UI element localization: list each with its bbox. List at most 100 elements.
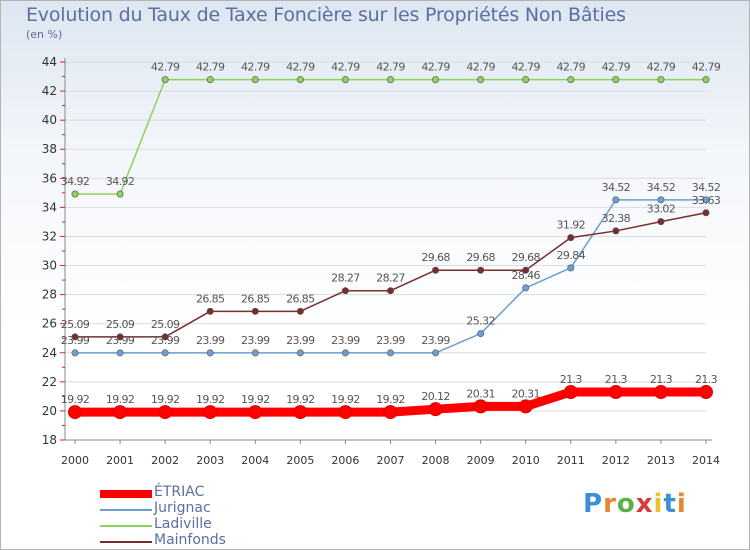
data-point [161,349,169,357]
data-label: 23.99 [331,334,360,347]
data-label: 42.79 [557,61,586,74]
data-point [567,76,575,84]
logo-letter: i [676,489,687,519]
legend-swatch [100,509,152,511]
data-label: 21.3 [605,373,628,386]
data-label: 25.32 [466,315,495,328]
data-point [161,333,169,341]
logo-letter: x [635,489,654,519]
legend-swatch [100,541,152,543]
data-label: 42.79 [602,61,631,74]
data-point [522,284,530,292]
data-label: 23.99 [196,334,225,347]
x-tick-label: 2002 [151,454,179,467]
data-point [612,227,620,235]
data-label: 26.85 [286,292,315,305]
y-tick-label: 30 [42,259,57,273]
data-label: 21.3 [695,373,718,386]
data-label: 23.99 [421,334,450,347]
data-point [386,76,394,84]
logo-letter: P [583,489,604,519]
data-point [477,76,485,84]
data-point [432,76,440,84]
y-tick-label: 24 [42,346,57,360]
y-tick-label: 36 [42,171,57,185]
x-tick-label: 2006 [331,454,359,467]
data-point [432,349,440,357]
series-jurignac [71,196,710,357]
data-point [657,196,665,204]
logo-letter: r [603,489,617,519]
data-point [116,349,124,357]
data-label: 19.92 [286,393,315,406]
legend-label: Mainfonds [154,532,226,548]
x-tick-label: 2009 [467,454,495,467]
data-point [71,190,79,198]
data-label: 42.79 [511,61,540,74]
legend-swatch [100,525,152,527]
data-label: 42.79 [376,61,405,74]
series-ladiville [71,76,710,198]
y-axis-unit: (en %) [26,28,63,41]
data-point [518,399,533,414]
data-label: 28.46 [511,269,540,282]
data-label: 34.92 [61,175,90,188]
data-label: 29.68 [511,251,540,264]
x-tick-label: 2014 [692,454,720,467]
series-triac [68,385,713,420]
y-tick-label: 40 [42,113,57,127]
data-point [341,349,349,357]
data-point [161,76,169,84]
y-tick-label: 32 [42,229,57,243]
data-point [341,287,349,295]
data-label: 19.92 [61,393,90,406]
logo-letter: i [653,489,664,519]
data-point [296,307,304,315]
data-label: 23.99 [61,334,90,347]
y-tick-label: 18 [42,433,57,447]
data-label: 26.85 [196,292,225,305]
data-label: 19.92 [241,393,270,406]
data-point [657,218,665,226]
data-point [248,405,263,420]
data-point [251,307,259,315]
legend-label: Jurignac [154,500,211,516]
data-label: 23.99 [286,334,315,347]
logo-letter: t [663,489,677,519]
y-tick-label: 22 [42,375,57,389]
data-label: 26.85 [241,292,270,305]
data-point [251,349,259,357]
y-tick-label: 44 [42,55,57,69]
data-point [657,76,665,84]
data-point [158,405,173,420]
data-label: 34.92 [106,175,135,188]
data-label: 19.92 [331,393,360,406]
logo-letter: o [616,489,636,519]
y-tick-label: 42 [42,84,57,98]
y-tick-label: 26 [42,317,57,331]
data-point [699,385,713,400]
data-label: 23.99 [106,334,135,347]
legend-swatch [100,490,152,498]
data-point [702,196,710,204]
data-point [386,349,394,357]
data-label: 42.79 [151,61,180,74]
data-label: 29.84 [557,249,586,262]
y-tick-label: 28 [42,288,57,302]
data-label: 42.79 [196,61,225,74]
data-point [608,385,623,400]
x-tick-label: 2010 [512,454,540,467]
data-label: 21.3 [560,373,583,386]
data-point [206,76,214,84]
data-point [702,76,710,84]
data-label: 19.92 [196,393,225,406]
x-tick-label: 2011 [557,454,585,467]
data-point [612,196,620,204]
data-point [296,76,304,84]
data-label: 23.99 [151,334,180,347]
data-label: 42.79 [286,61,315,74]
data-point [428,402,443,417]
data-point [432,266,440,274]
